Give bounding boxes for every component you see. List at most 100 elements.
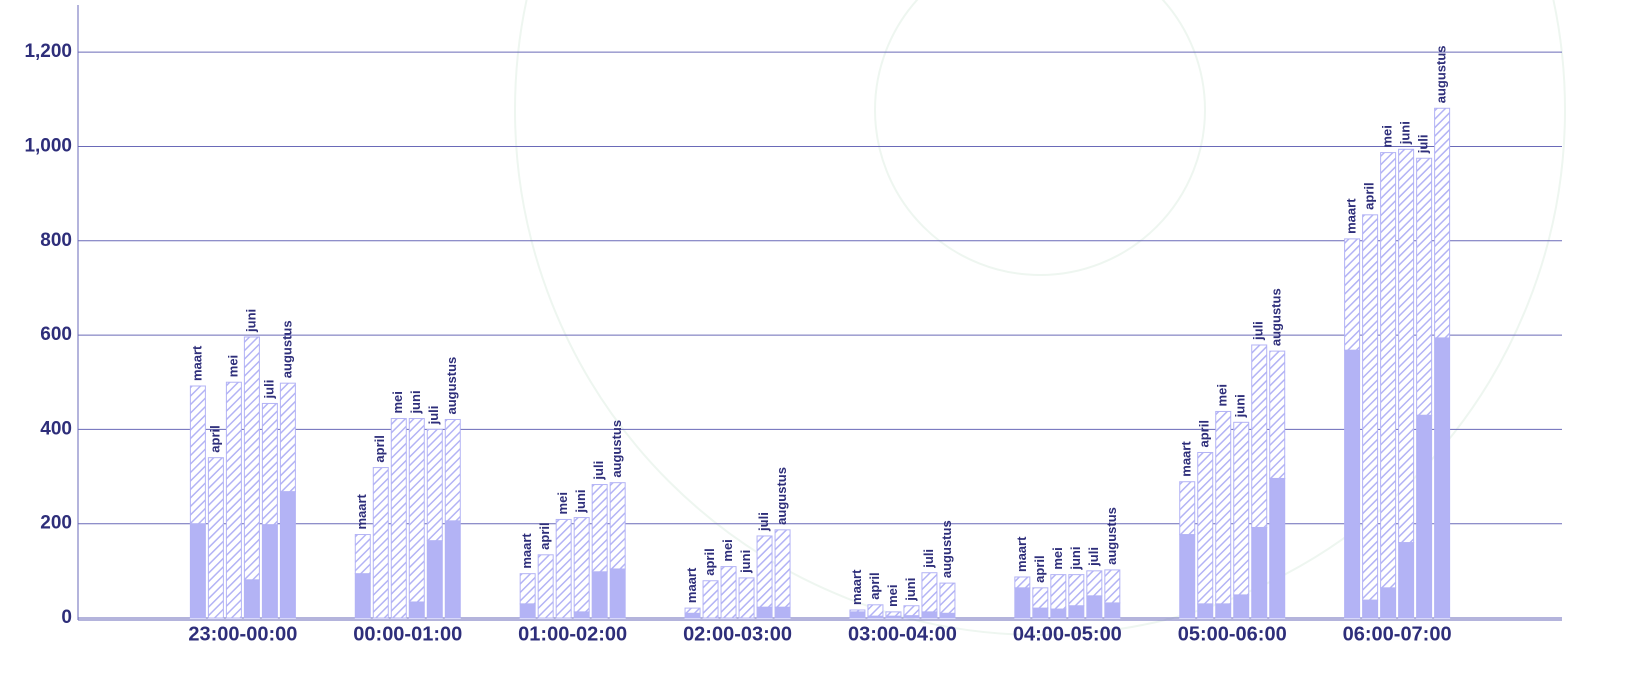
x-tick-label: 23:00-00:00 <box>188 623 297 645</box>
bar-segment <box>1380 152 1397 589</box>
bar-label: juli <box>426 406 441 426</box>
bar-segment <box>885 611 902 617</box>
x-tick-label: 06:00-07:00 <box>1343 623 1452 645</box>
bar-segment <box>1362 214 1379 601</box>
bar-label: mei <box>225 355 240 377</box>
bar-segment <box>1032 587 1049 609</box>
bar-segment <box>774 529 791 608</box>
bar-label: juli <box>756 512 771 532</box>
bar-label: april <box>1032 555 1047 582</box>
bar-label: mei <box>885 584 900 606</box>
bar-label: mei <box>1050 547 1065 569</box>
bar-segment <box>1233 421 1250 596</box>
bar-segment <box>1215 410 1232 605</box>
bar-label: april <box>867 572 882 599</box>
bar-label: maart <box>1014 536 1029 572</box>
bar-segment <box>849 611 866 619</box>
bar-segment <box>684 612 701 619</box>
bar-segment <box>1215 603 1232 619</box>
bar-segment <box>444 418 461 522</box>
bar-label: maart <box>189 345 204 381</box>
bar-label: juli <box>1251 321 1266 341</box>
bar-label: mei <box>555 492 570 514</box>
bar-label: april <box>537 522 552 549</box>
watermark <box>514 0 1566 636</box>
bar-label: mei <box>720 539 735 561</box>
bar-segment <box>1197 603 1214 619</box>
bar-segment <box>1068 605 1085 619</box>
bar-segment <box>849 609 866 613</box>
bar-segment <box>702 580 719 619</box>
bar-label: juni <box>903 578 918 602</box>
bar-segment <box>573 611 590 619</box>
bar-label: augustus <box>774 467 789 525</box>
bar-segment <box>354 534 371 575</box>
bar-segment <box>1050 574 1067 610</box>
bar-segment <box>1086 595 1103 619</box>
bar-label: maart <box>849 569 864 605</box>
bar-segment <box>1362 599 1379 619</box>
bar-segment <box>1179 534 1196 619</box>
bar-segment <box>408 601 425 619</box>
x-tick-label: 04:00-05:00 <box>1013 623 1122 645</box>
bar-label: juni <box>243 309 258 333</box>
bar-segment <box>1032 607 1049 619</box>
y-tick-label: 0 <box>61 607 72 628</box>
bar-label: augustus <box>279 320 294 378</box>
bar-segment <box>903 605 920 617</box>
bar-segment <box>591 571 608 619</box>
bar-segment <box>1251 526 1268 619</box>
bar-label: juni <box>738 550 753 574</box>
bar-segment <box>189 523 206 619</box>
bar-segment <box>609 482 626 570</box>
bar-segment <box>426 428 443 542</box>
bar-segment <box>1014 576 1031 589</box>
bar-segment <box>207 457 224 619</box>
bar-segment <box>1233 594 1250 619</box>
bar-segment <box>243 336 260 581</box>
bar-label: augustus <box>1104 507 1119 565</box>
x-tick-label: 01:00-02:00 <box>518 623 627 645</box>
bar-label: april <box>702 548 717 575</box>
bar-segment <box>1416 157 1433 416</box>
bar-segment <box>261 402 278 526</box>
bar-label: augustus <box>1269 288 1284 346</box>
bar-segment <box>573 517 590 613</box>
bar-segment <box>1104 569 1121 604</box>
bar-segment <box>684 607 701 614</box>
bar-segment <box>939 582 956 614</box>
bar-segment <box>756 535 773 608</box>
x-tick-label: 05:00-06:00 <box>1178 623 1287 645</box>
bar-label: maart <box>684 567 699 603</box>
bar-segment <box>1434 337 1451 619</box>
bar-segment <box>1269 350 1286 479</box>
bar-segment <box>372 467 389 619</box>
bar-segment <box>354 573 371 619</box>
bar-label: juli <box>1086 547 1101 567</box>
bar-segment <box>519 603 536 619</box>
bar-label: april <box>207 425 222 452</box>
bar-segment <box>261 524 278 619</box>
bar-segment <box>1380 587 1397 619</box>
bar-segment <box>1269 477 1286 619</box>
bar-label: maart <box>519 533 534 569</box>
bar-segment <box>1344 238 1361 351</box>
bar-segment <box>720 566 737 619</box>
y-tick-label: 1,000 <box>24 135 72 156</box>
bar-label: juli <box>591 461 606 481</box>
bar-segment <box>1086 570 1103 597</box>
bar-segment <box>408 418 425 603</box>
bar-segment <box>1179 481 1196 536</box>
bar-label: juni <box>1233 394 1248 418</box>
bar-segment <box>1416 414 1433 619</box>
bar-segment <box>537 554 554 619</box>
bar-segment <box>444 520 461 619</box>
bar-segment <box>1104 602 1121 619</box>
bar-segment <box>390 418 407 619</box>
bar-segment <box>591 484 608 573</box>
bar-segment <box>921 572 938 613</box>
bar-segment <box>867 604 884 617</box>
bar-label: augustus <box>939 520 954 578</box>
bar-segment <box>774 606 791 619</box>
